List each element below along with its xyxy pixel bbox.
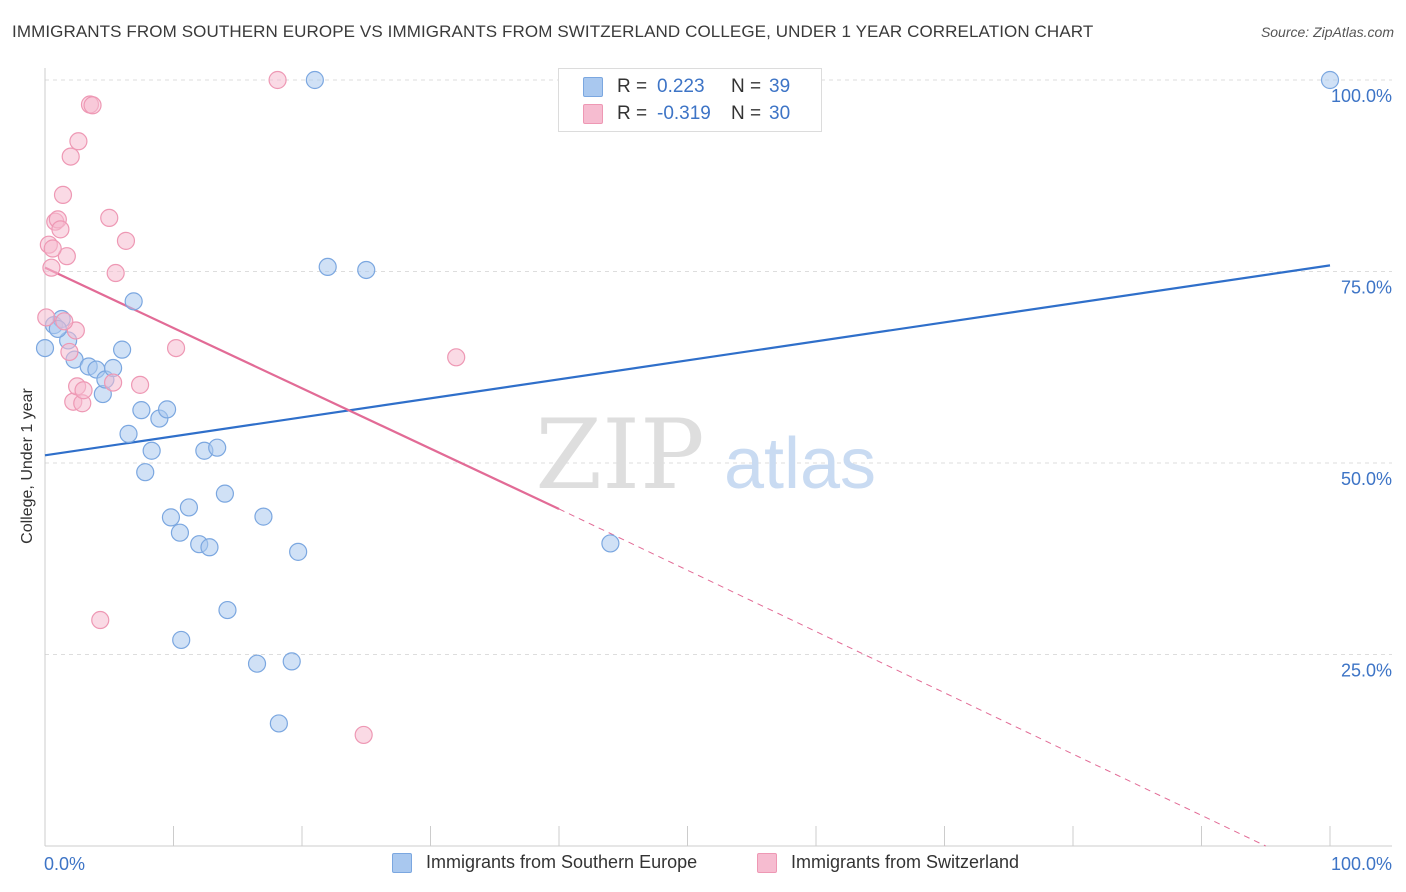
stats-legend: R = 0.223 N = 39 R = -0.319 N = 30 xyxy=(558,68,822,132)
point-switzerland-5 xyxy=(51,220,70,239)
point-southern-europe-26 xyxy=(215,484,234,503)
pink-swatch xyxy=(757,852,777,873)
watermark-zip: ZIP xyxy=(535,399,704,511)
point-southern-europe-33 xyxy=(305,70,324,90)
point-switzerland-25 xyxy=(268,70,287,90)
legend-item-southern-europe[interactable]: Immigrants from Southern Europe xyxy=(392,852,697,873)
point-southern-europe-32 xyxy=(289,542,308,561)
point-switzerland-28 xyxy=(55,312,74,331)
n-value: 39 xyxy=(769,76,791,97)
trend-lines xyxy=(44,264,1331,847)
chart-title: IMMIGRANTS FROM SOUTHERN EUROPE VS IMMIG… xyxy=(12,22,1094,41)
point-southern-europe-30 xyxy=(269,714,288,733)
y-tick-label-75: 75.0% xyxy=(1341,278,1392,298)
source-credit: Source: ZipAtlas.com xyxy=(1260,24,1394,40)
point-southern-europe-10 xyxy=(112,340,132,359)
legend-item-switzerland[interactable]: Immigrants from Switzerland xyxy=(757,852,1019,873)
n-label: N = xyxy=(731,103,762,124)
point-southern-europe-25 xyxy=(208,438,227,457)
point-switzerland-7 xyxy=(57,247,76,266)
point-southern-europe-27 xyxy=(218,600,237,620)
point-southern-europe-13 xyxy=(132,401,151,420)
grid-lines xyxy=(45,79,1392,655)
watermark-atlas: atlas xyxy=(724,424,876,504)
blue-swatch xyxy=(583,77,603,97)
n-value: 30 xyxy=(769,103,791,124)
y-axis-label: College, Under 1 year xyxy=(19,388,36,544)
point-switzerland-29 xyxy=(43,239,62,258)
point-southern-europe-36 xyxy=(601,534,620,553)
series-legend: Immigrants from Southern Europe Immigran… xyxy=(0,852,1406,878)
point-switzerland-6 xyxy=(53,185,73,204)
y-tick-label-25: 25.0% xyxy=(1341,661,1392,681)
point-southern-europe-37 xyxy=(1320,70,1340,90)
r-label: R = xyxy=(617,76,648,97)
point-southern-europe-29 xyxy=(254,507,273,526)
stats-legend-row-southern-europe: R = 0.223 N = 39 xyxy=(583,74,790,100)
point-switzerland-13 xyxy=(69,132,88,151)
point-southern-europe-0 xyxy=(35,339,55,358)
watermark: ZIP atlas xyxy=(535,399,876,511)
point-southern-europe-24 xyxy=(200,538,219,557)
series-switzerland-points xyxy=(37,70,466,745)
x-tick-label-100: 100.0% xyxy=(1331,854,1392,874)
n-label: N = xyxy=(731,76,762,97)
r-value: -0.319 xyxy=(657,103,711,124)
point-switzerland-2 xyxy=(42,258,61,277)
point-southern-europe-18 xyxy=(161,508,181,527)
point-switzerland-22 xyxy=(116,231,136,250)
point-southern-europe-20 xyxy=(172,630,191,650)
r-value: 0.223 xyxy=(657,76,705,97)
point-southern-europe-15 xyxy=(142,441,161,460)
point-switzerland-15 xyxy=(74,381,93,400)
point-southern-europe-34 xyxy=(318,257,337,277)
blue-swatch xyxy=(392,852,412,873)
point-switzerland-26 xyxy=(354,725,373,745)
point-southern-europe-28 xyxy=(247,654,267,673)
x-tick-label-0: 0.0% xyxy=(44,854,85,874)
point-switzerland-23 xyxy=(130,375,150,394)
point-southern-europe-14 xyxy=(136,463,155,482)
trend-line-southern-europe xyxy=(44,264,1331,457)
legend-label: Immigrants from Southern Europe xyxy=(426,852,698,872)
y-tick-label-50: 50.0% xyxy=(1341,469,1392,489)
trend-line-switzerland-extrapolated xyxy=(558,508,1266,847)
point-switzerland-17 xyxy=(83,96,102,115)
pink-swatch xyxy=(583,104,603,124)
point-southern-europe-21 xyxy=(179,498,199,517)
point-southern-europe-17 xyxy=(157,400,177,419)
y-tick-label-100: 100.0% xyxy=(1331,86,1392,106)
point-southern-europe-19 xyxy=(170,523,190,542)
point-switzerland-24 xyxy=(166,339,186,358)
axes xyxy=(44,68,1392,847)
point-switzerland-0 xyxy=(37,308,56,327)
point-switzerland-8 xyxy=(60,342,79,362)
point-switzerland-18 xyxy=(91,610,110,630)
point-switzerland-9 xyxy=(61,147,80,166)
tick-labels: 0.0% 100.0% 25.0% 50.0% 75.0% 100.0% xyxy=(44,86,1392,874)
point-switzerland-27 xyxy=(447,348,466,367)
trend-line-switzerland xyxy=(44,266,560,510)
stats-legend-row-switzerland: R = -0.319 N = 30 xyxy=(583,101,790,127)
point-southern-europe-12 xyxy=(124,292,143,311)
point-switzerland-19 xyxy=(100,208,119,227)
point-southern-europe-35 xyxy=(357,260,376,280)
point-southern-europe-11 xyxy=(119,424,138,443)
legend-label: Immigrants from Switzerland xyxy=(791,852,1020,872)
point-switzerland-21 xyxy=(106,263,125,283)
point-switzerland-20 xyxy=(104,373,123,392)
r-label: R = xyxy=(617,103,648,124)
point-southern-europe-31 xyxy=(282,652,301,671)
